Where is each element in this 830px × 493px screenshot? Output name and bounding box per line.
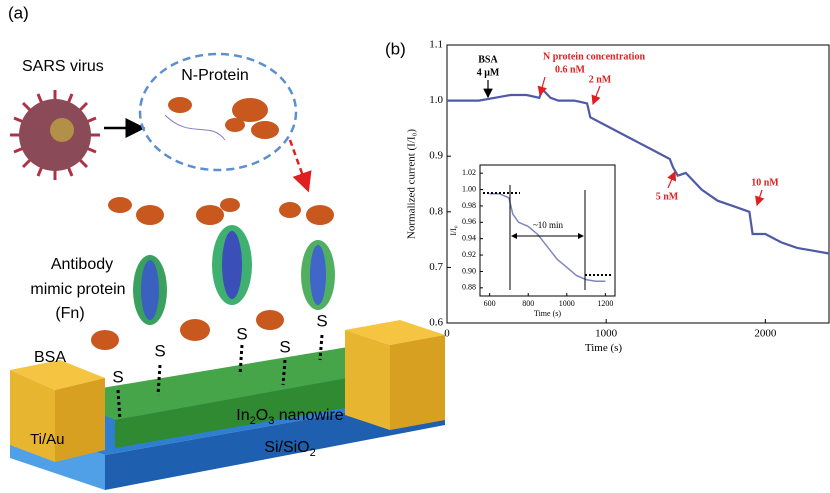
y-tick-label: 0.7 (429, 261, 443, 273)
sulfur-label: S (154, 341, 165, 360)
y-tick-label: 1.1 (429, 39, 443, 51)
x-axis-label: Time (s) (534, 309, 561, 318)
protein (165, 97, 279, 140)
page: {"panel_a": {"label": "(a)", "virus": "S… (0, 0, 830, 493)
annotation: N protein concentration (543, 51, 645, 62)
annotation: 0.6 nM (555, 64, 586, 75)
sulfur-label: S (112, 367, 123, 386)
annotation: 4 μM (477, 67, 500, 78)
contact-label: Ti/Au (30, 431, 64, 448)
annotation: 10 nM (751, 177, 779, 188)
annotation: BSA (478, 54, 498, 65)
panel-label: (a) (8, 3, 29, 22)
sulfur-label: S (279, 337, 290, 356)
antibody-label: Antibody (51, 256, 113, 273)
device (10, 320, 445, 490)
panel-label: (b) (385, 39, 406, 58)
x-tick-label: 800 (522, 299, 534, 308)
y-tick-label: 0.96 (462, 217, 476, 226)
virus (10, 90, 100, 180)
sulfur-label: S (316, 311, 327, 330)
panel-b: 0.6 0.7 0.8 0.9 1.0 1.1 0 1000 2000 Time (s) Norma… (385, 39, 829, 354)
proteins (108, 197, 334, 225)
antibody-label: mimic protein (30, 281, 125, 298)
y-tick-label: 1.02 (462, 168, 476, 177)
substrate-label: Si/SiO2 (264, 439, 315, 459)
antibody-label: (Fn) (55, 305, 84, 322)
y-tick-label: 0.90 (462, 266, 476, 275)
x-tick-label: 1000 (595, 328, 618, 340)
y-tick-label: 0.88 (462, 283, 476, 292)
x-tick-label: 1000 (559, 299, 575, 308)
annotation: 5 nM (656, 191, 679, 202)
annotation: ~10 min (533, 220, 564, 230)
x-tick-label: 2000 (754, 328, 777, 340)
y-tick-label: 0.98 (462, 201, 476, 210)
sulfur-label: S (236, 324, 247, 343)
y-tick-label: 0.6 (429, 317, 443, 329)
annotation-arrow (593, 86, 600, 104)
x-tick-label: 0 (444, 328, 450, 340)
y-tick-label: 1.0 (429, 94, 443, 106)
arrow (290, 140, 308, 190)
annotation-arrow (668, 172, 675, 188)
y-axis-label: Normalized current (I/I₀) (405, 129, 417, 239)
y-tick-label: 1.00 (462, 184, 476, 193)
y-tick-label: 0.94 (462, 234, 476, 243)
y-tick-label: 0.92 (462, 250, 476, 259)
figure: (a) SARS virus N-Protein (0, 0, 830, 493)
panel-a: (a) SARS virus N-Protein (8, 3, 445, 490)
y-tick-label: 0.9 (429, 150, 443, 162)
protein-label: N-Protein (181, 67, 249, 84)
annotation: 2 nM (589, 74, 612, 85)
virus-label: SARS virus (22, 58, 104, 75)
bsa-blobs (91, 310, 284, 350)
x-tick-label: 1200 (597, 299, 613, 308)
y-axis-label: I/I₀ (449, 225, 458, 236)
x-axis-label: Time (s) (585, 342, 623, 354)
bsa-label: BSA (34, 349, 66, 366)
annotation-arrow (757, 190, 762, 205)
x-tick-label: 600 (484, 299, 496, 308)
y-tick-label: 0.8 (429, 205, 443, 217)
plot-frame (480, 165, 615, 296)
fn-proteins (133, 225, 335, 325)
